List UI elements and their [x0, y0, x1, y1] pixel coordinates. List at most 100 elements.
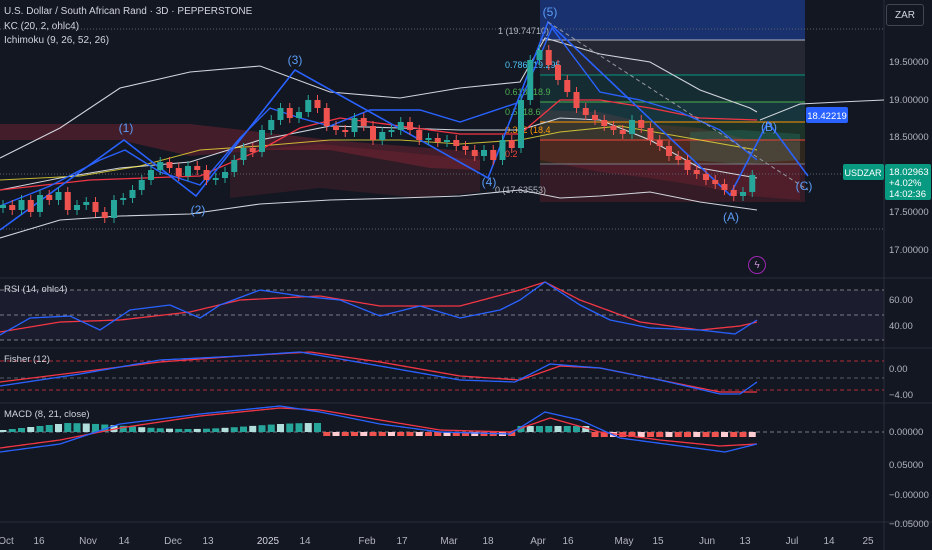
macd-histogram-bar	[323, 432, 331, 436]
macd-histogram-bar	[193, 428, 201, 432]
macd-histogram-bar	[286, 423, 294, 432]
candle	[379, 132, 386, 140]
candle	[462, 146, 469, 150]
candle	[675, 156, 682, 160]
candle	[545, 50, 552, 65]
macd-line	[0, 405, 758, 453]
macd-histogram-bar	[55, 424, 62, 432]
time-axis-label: 16	[33, 536, 45, 547]
kc-legend[interactable]: KC (20, 2, ohlc4)	[4, 21, 80, 32]
candle	[656, 140, 663, 146]
candle	[351, 118, 358, 132]
candle	[333, 126, 339, 130]
time-axis-label: Mar	[440, 536, 458, 547]
macd-histogram-bar	[36, 426, 44, 432]
ichimoku-tenkan	[0, 26, 758, 207]
fisher-signal-line	[0, 351, 757, 393]
fib-zone-4	[540, 122, 805, 140]
macd-histogram-bar	[166, 428, 173, 432]
macd-histogram-bar	[425, 432, 432, 436]
macd-legend[interactable]: MACD (8, 21, close)	[4, 409, 90, 420]
time-axis-label: 13	[739, 536, 751, 547]
candle	[693, 170, 700, 174]
fib-zone-2	[540, 75, 805, 102]
fisher-axis-label: −4.00	[889, 390, 913, 401]
candle	[518, 100, 524, 148]
macd-histogram-bar	[415, 432, 423, 436]
ichimoku-legend[interactable]: Ichimoku (9, 26, 52, 26)	[4, 35, 110, 46]
macd-histogram-bar	[536, 426, 543, 432]
macd-histogram-bar	[212, 428, 220, 432]
candle	[27, 200, 34, 212]
fib-level-label: 0.2	[505, 149, 518, 159]
time-axis-label: Apr	[530, 536, 546, 547]
macd-histogram-bar	[304, 423, 312, 432]
rsi-axis-label: 60.00	[889, 295, 913, 306]
macd-histogram-bar	[230, 427, 238, 432]
macd-histogram-bar	[351, 432, 358, 436]
time-axis-label: 16	[562, 536, 574, 547]
fisher-legend[interactable]: Fisher (12)	[4, 354, 50, 365]
candle	[175, 168, 182, 176]
macd-histogram-bar	[138, 427, 146, 432]
candle	[120, 198, 127, 200]
macd-histogram-bar	[462, 432, 469, 436]
candle	[148, 170, 154, 180]
candle	[286, 108, 293, 118]
candle	[185, 166, 191, 176]
time-axis-label: 18	[482, 536, 494, 547]
macd-histogram-bar	[406, 432, 414, 436]
macd-histogram-bar	[18, 428, 25, 432]
elliott-wave-path	[0, 20, 809, 231]
fib-zone-top	[540, 0, 805, 40]
macd-histogram-bar	[277, 424, 284, 432]
wave-label: (1)	[119, 121, 134, 135]
currency-selector[interactable]: ZAR	[886, 4, 924, 26]
candle	[592, 115, 598, 120]
candle	[305, 100, 312, 112]
candle	[83, 202, 90, 205]
macd-histogram-bar	[184, 428, 192, 432]
macd-signal-line	[0, 407, 758, 449]
macd-histogram-bar	[471, 432, 479, 436]
wave-label: (B)	[761, 120, 777, 134]
time-axis-label: 25	[862, 536, 874, 547]
candle	[0, 205, 6, 208]
candle	[425, 138, 432, 140]
ichimoku-kijun	[0, 125, 758, 181]
macd-axis-label: 0.00000	[889, 427, 923, 438]
candle	[416, 130, 423, 140]
rsi-legend[interactable]: RSI (14, ohlc4)	[4, 284, 68, 295]
macd-axis-label: 0.05000	[889, 460, 923, 471]
candle	[601, 120, 608, 126]
macd-histogram-bar	[147, 427, 155, 432]
chart-title: U.S. Dollar / South African Rand · 3D · …	[4, 6, 253, 17]
macd-histogram-bar	[480, 432, 488, 436]
candle	[564, 80, 571, 92]
time-axis-label: Feb	[358, 536, 376, 547]
candle	[166, 162, 173, 168]
candle	[629, 120, 635, 134]
macd-histogram-bar	[267, 424, 275, 432]
last-price-label: 18.02963	[889, 167, 929, 178]
candle	[666, 146, 672, 156]
candle	[730, 190, 737, 196]
ichimoku-cloud-red-2	[230, 144, 480, 198]
candle	[37, 195, 43, 212]
macd-histogram-bar	[748, 432, 756, 437]
candle	[481, 150, 487, 156]
macd-histogram-bar	[119, 425, 127, 432]
candle	[703, 174, 709, 180]
candle	[212, 178, 219, 180]
rsi-axis-label: 40.00	[889, 321, 913, 332]
candle	[277, 108, 284, 120]
macd-histogram-bar	[73, 423, 81, 432]
lightning-icon[interactable]: ϟ	[748, 256, 766, 274]
candle	[157, 162, 164, 170]
candle	[342, 130, 349, 132]
wave-label: (5)	[543, 5, 558, 19]
candle	[259, 130, 265, 152]
candle	[555, 65, 561, 80]
price-axis-label: 19.50000	[889, 57, 929, 68]
